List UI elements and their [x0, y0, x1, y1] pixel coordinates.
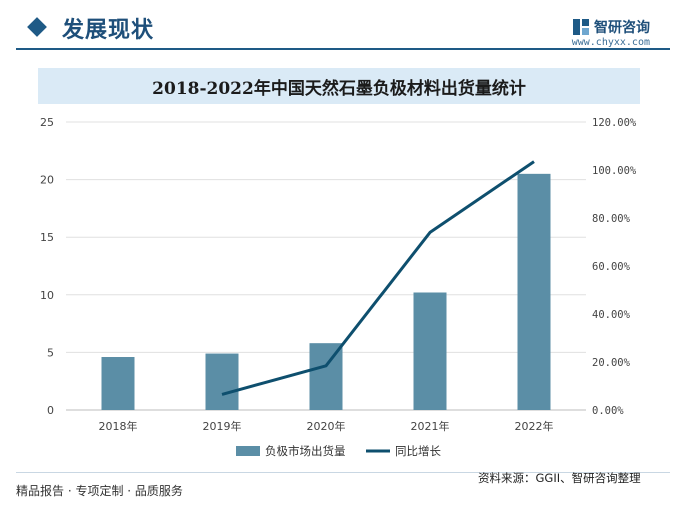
y-right-tick-label: 60.00%: [592, 261, 631, 273]
bar-4: [413, 292, 447, 410]
bar-1: [101, 357, 135, 410]
x-tick-label: 2019年: [203, 419, 242, 433]
y-right-tick-label: 80.00%: [592, 213, 631, 225]
y-right-tick-label: 0.00%: [592, 405, 624, 417]
y-left-tick-label: 20: [40, 174, 54, 187]
brand-url: www.chyxx.com: [571, 37, 650, 48]
legend-bar-label: 负极市场出货量: [265, 444, 346, 458]
y-left-tick-label: 5: [47, 346, 54, 359]
chart-title: 2018-2022年中国天然石墨负极材料出货量统计: [152, 78, 526, 99]
y-left-tick-label: 10: [40, 289, 54, 302]
x-tick-label: 2020年: [307, 419, 346, 433]
brand-name: 智研咨询: [594, 20, 650, 36]
chart-title-band: 2018-2022年中国天然石墨负极材料出货量统计: [38, 68, 640, 104]
bar-5: [517, 173, 551, 410]
brand-logo: 智研咨询: [572, 16, 650, 38]
legend-bar-swatch: [236, 446, 260, 456]
growth-line: [221, 160, 535, 396]
x-tick-label: 2022年: [515, 419, 554, 433]
y-left-tick-label: 0: [47, 404, 54, 417]
x-tick-label: 2021年: [411, 419, 450, 433]
y-left-tick-label: 25: [40, 116, 54, 129]
footer-divider: [16, 472, 670, 473]
y-right-tick-label: 100.00%: [592, 165, 637, 177]
y-right-tick-label: 40.00%: [592, 309, 631, 321]
section-title: 发展现状: [62, 18, 155, 43]
source-note: 资料来源：GGII、智研咨询整理: [478, 471, 641, 485]
bar-3: [309, 343, 343, 410]
x-tick-label: 2018年: [99, 419, 138, 433]
footer-tagline: 精品报告 · 专项定制 · 品质服务: [16, 484, 183, 498]
bar-2: [205, 353, 239, 410]
brand-logo-icon: [573, 19, 589, 35]
legend-line-label: 同比增长: [395, 444, 441, 458]
y-left-tick-label: 15: [40, 231, 54, 244]
section-header: 发展现状 智研咨询 www.chyxx.com: [0, 0, 686, 52]
y-right-tick-label: 120.00%: [592, 117, 637, 129]
header-divider: [16, 48, 670, 50]
y-right-tick-label: 20.00%: [592, 357, 631, 369]
